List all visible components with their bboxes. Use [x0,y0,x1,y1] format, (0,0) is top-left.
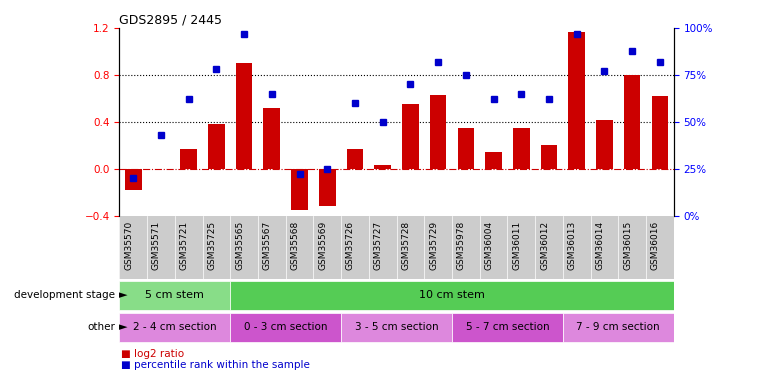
Bar [263,108,280,169]
Bar [430,95,447,169]
Bar [230,281,674,310]
Text: development stage: development stage [15,290,116,300]
Text: GSM35727: GSM35727 [373,221,383,270]
Bar [541,145,557,169]
Bar [513,128,530,169]
Text: GSM35565: GSM35565 [235,221,244,270]
Bar [346,149,363,169]
Text: GSM35571: GSM35571 [152,221,161,270]
Text: GSM35567: GSM35567 [263,221,272,270]
Bar [208,124,225,169]
Bar [180,149,197,169]
Text: GSM35569: GSM35569 [318,221,327,270]
Text: GSM35725: GSM35725 [207,221,216,270]
Text: ■ log2 ratio: ■ log2 ratio [121,349,184,359]
Text: 0 - 3 cm section: 0 - 3 cm section [244,321,327,332]
Text: GSM36013: GSM36013 [567,221,577,270]
Text: GSM36011: GSM36011 [512,221,521,270]
Bar [563,313,674,342]
Bar [236,63,253,169]
Text: 10 cm stem: 10 cm stem [419,290,485,300]
Bar [596,120,613,169]
Bar [291,169,308,210]
Bar [402,104,419,169]
Bar [230,313,341,342]
Text: GSM35729: GSM35729 [429,221,438,270]
Bar [319,169,336,206]
Text: GSM35726: GSM35726 [346,221,355,270]
Bar [624,75,641,169]
Text: GSM36016: GSM36016 [651,221,660,270]
Text: ►: ► [119,322,127,332]
Bar [119,281,230,310]
Bar [568,32,585,169]
Text: GSM36004: GSM36004 [484,221,494,270]
Text: GDS2895 / 2445: GDS2895 / 2445 [119,14,223,27]
Text: GSM35568: GSM35568 [290,221,300,270]
Bar [119,313,230,342]
Bar [341,313,452,342]
Text: GSM36014: GSM36014 [595,221,604,270]
Text: 7 - 9 cm section: 7 - 9 cm section [577,321,660,332]
Bar [374,165,391,169]
Text: 5 cm stem: 5 cm stem [146,290,204,300]
Bar [452,313,563,342]
Text: other: other [88,322,116,332]
Text: 5 - 7 cm section: 5 - 7 cm section [466,321,549,332]
Text: ■ percentile rank within the sample: ■ percentile rank within the sample [121,360,310,370]
Text: GSM35570: GSM35570 [124,221,133,270]
Text: GSM35721: GSM35721 [179,221,189,270]
Bar [651,96,668,169]
Bar [457,128,474,169]
Text: 3 - 5 cm section: 3 - 5 cm section [355,321,438,332]
Text: GSM35728: GSM35728 [401,221,410,270]
Text: GSM36012: GSM36012 [540,221,549,270]
Text: GSM35978: GSM35978 [457,221,466,270]
Bar [485,152,502,169]
Text: GSM36015: GSM36015 [623,221,632,270]
Text: ►: ► [119,290,127,300]
Bar [125,169,142,190]
Text: 2 - 4 cm section: 2 - 4 cm section [133,321,216,332]
